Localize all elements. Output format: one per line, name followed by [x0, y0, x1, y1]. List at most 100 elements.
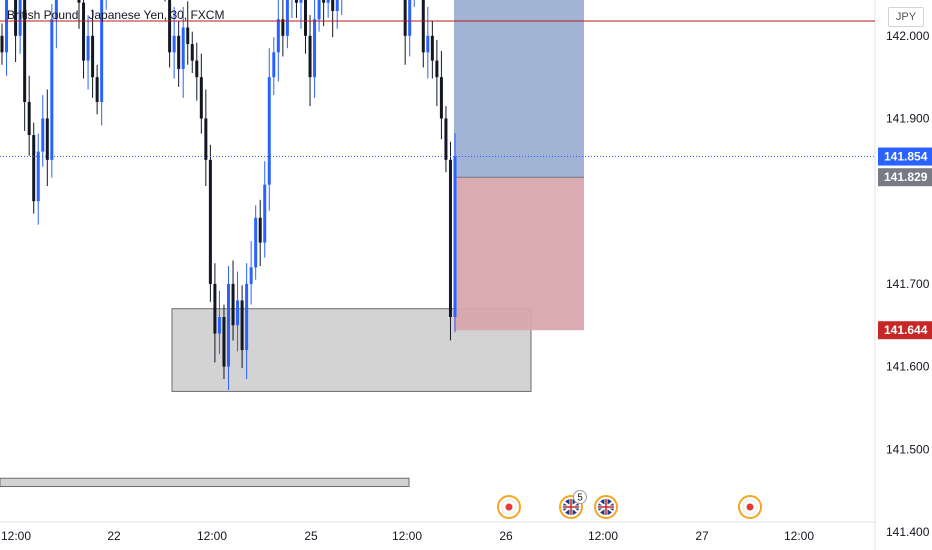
- candle-body: [95, 77, 99, 102]
- candle-body: [430, 35, 434, 61]
- price-tick-label: 142.000: [886, 29, 930, 43]
- candle-body: [186, 27, 190, 45]
- candle-body: [408, 0, 412, 36]
- candle-body: [403, 0, 407, 36]
- candle-body: [177, 35, 181, 69]
- candle-body: [190, 44, 194, 61]
- candle-body: [36, 151, 40, 202]
- candle-body: [236, 300, 240, 326]
- candle-body: [331, 0, 335, 11]
- candle-body: [281, 19, 285, 36]
- stop-loss-zone: [454, 177, 584, 331]
- candle-body: [444, 118, 448, 160]
- time-tick-label: 26: [499, 529, 513, 543]
- currency-badge[interactable]: JPY: [888, 7, 924, 27]
- candle-body: [77, 0, 81, 3]
- candle-body: [86, 35, 90, 61]
- candle-body: [168, 0, 172, 53]
- candle-body: [249, 267, 253, 284]
- candle-body: [54, 0, 58, 20]
- candle-body: [276, 19, 280, 53]
- price-tag: [878, 168, 932, 187]
- candle-body: [439, 77, 443, 119]
- event-dot: [746, 503, 754, 511]
- chart-title: British Pound / Japanese Yen, 30, FXCM: [7, 8, 225, 22]
- candle-body: [231, 283, 235, 326]
- candle-body: [267, 77, 271, 185]
- candle-body: [50, 19, 54, 160]
- candle-body: [0, 35, 4, 53]
- candle-body: [217, 316, 221, 334]
- time-tick-label: 25: [304, 529, 318, 543]
- candle-body: [41, 118, 45, 152]
- event-layer: 5: [497, 490, 762, 519]
- candle-body: [304, 0, 308, 36]
- candle-body: [172, 35, 176, 53]
- profit-target-zone: [454, 0, 584, 178]
- candle-body: [5, 0, 9, 53]
- price-tag: [878, 147, 932, 166]
- candle-body: [199, 77, 203, 119]
- candle-body: [263, 184, 267, 243]
- candle-body: [14, 0, 18, 36]
- event-count-label: 5: [577, 493, 583, 504]
- price-tag: [878, 321, 932, 340]
- price-tag-label: 141.829: [884, 170, 928, 184]
- candle-body: [453, 156, 457, 317]
- candle-body: [299, 0, 303, 3]
- economic-event-icon[interactable]: [497, 495, 521, 519]
- time-tick-label: 27: [695, 529, 709, 543]
- candle-body: [426, 35, 430, 53]
- candle-body: [258, 217, 262, 243]
- candle-body: [294, 0, 298, 3]
- economic-event-icon[interactable]: [738, 495, 762, 519]
- candle-body: [435, 60, 439, 78]
- candle-body: [317, 0, 321, 20]
- price-tick-label: 141.700: [886, 277, 930, 291]
- candle-body: [91, 35, 95, 78]
- price-tick-label: 141.400: [886, 525, 930, 539]
- line-layer: [0, 20, 875, 158]
- candle-body: [100, 0, 104, 102]
- time-tick-label: 12:00: [197, 529, 227, 543]
- candle-body: [222, 316, 226, 367]
- time-tick-label: 12:00: [1, 529, 31, 543]
- candle-body: [27, 101, 31, 136]
- candle-body: [322, 0, 326, 3]
- candle-body: [272, 52, 276, 78]
- candle-body: [213, 283, 217, 334]
- candle-body: [23, 0, 27, 102]
- time-tick-label: 12:00: [392, 529, 422, 543]
- candle-body: [45, 118, 49, 160]
- candle-body: [335, 0, 339, 11]
- price-tick-label: 141.600: [886, 360, 930, 374]
- candle-body: [326, 0, 330, 3]
- candle-body: [421, 0, 425, 53]
- candle-body: [82, 2, 86, 61]
- grid-layer: [0, 0, 876, 550]
- candle-body: [245, 283, 249, 351]
- price-tag-label: 141.644: [884, 323, 928, 337]
- event-count-badge: [573, 490, 587, 504]
- time-tick-label: 12:00: [588, 529, 618, 543]
- price-tick-label: 141.900: [886, 112, 930, 126]
- price-tick-label: 141.500: [886, 442, 930, 456]
- uk-flag-icon[interactable]: 5: [559, 490, 587, 519]
- price-tag-label: 141.854: [884, 150, 928, 164]
- position-layer: [454, 0, 584, 331]
- uk-flag-icon[interactable]: [594, 495, 618, 519]
- candle-body: [313, 19, 317, 78]
- candle-body: [32, 135, 36, 202]
- candle-body: [181, 27, 185, 69]
- candle-body: [254, 217, 258, 268]
- candle-body: [204, 118, 208, 160]
- time-tick-label: 12:00: [784, 529, 814, 543]
- candle-body: [308, 35, 312, 78]
- candle-body: [18, 0, 22, 36]
- candle-body: [195, 60, 199, 78]
- event-dot: [505, 503, 513, 511]
- time-tick-label: 22: [107, 529, 121, 543]
